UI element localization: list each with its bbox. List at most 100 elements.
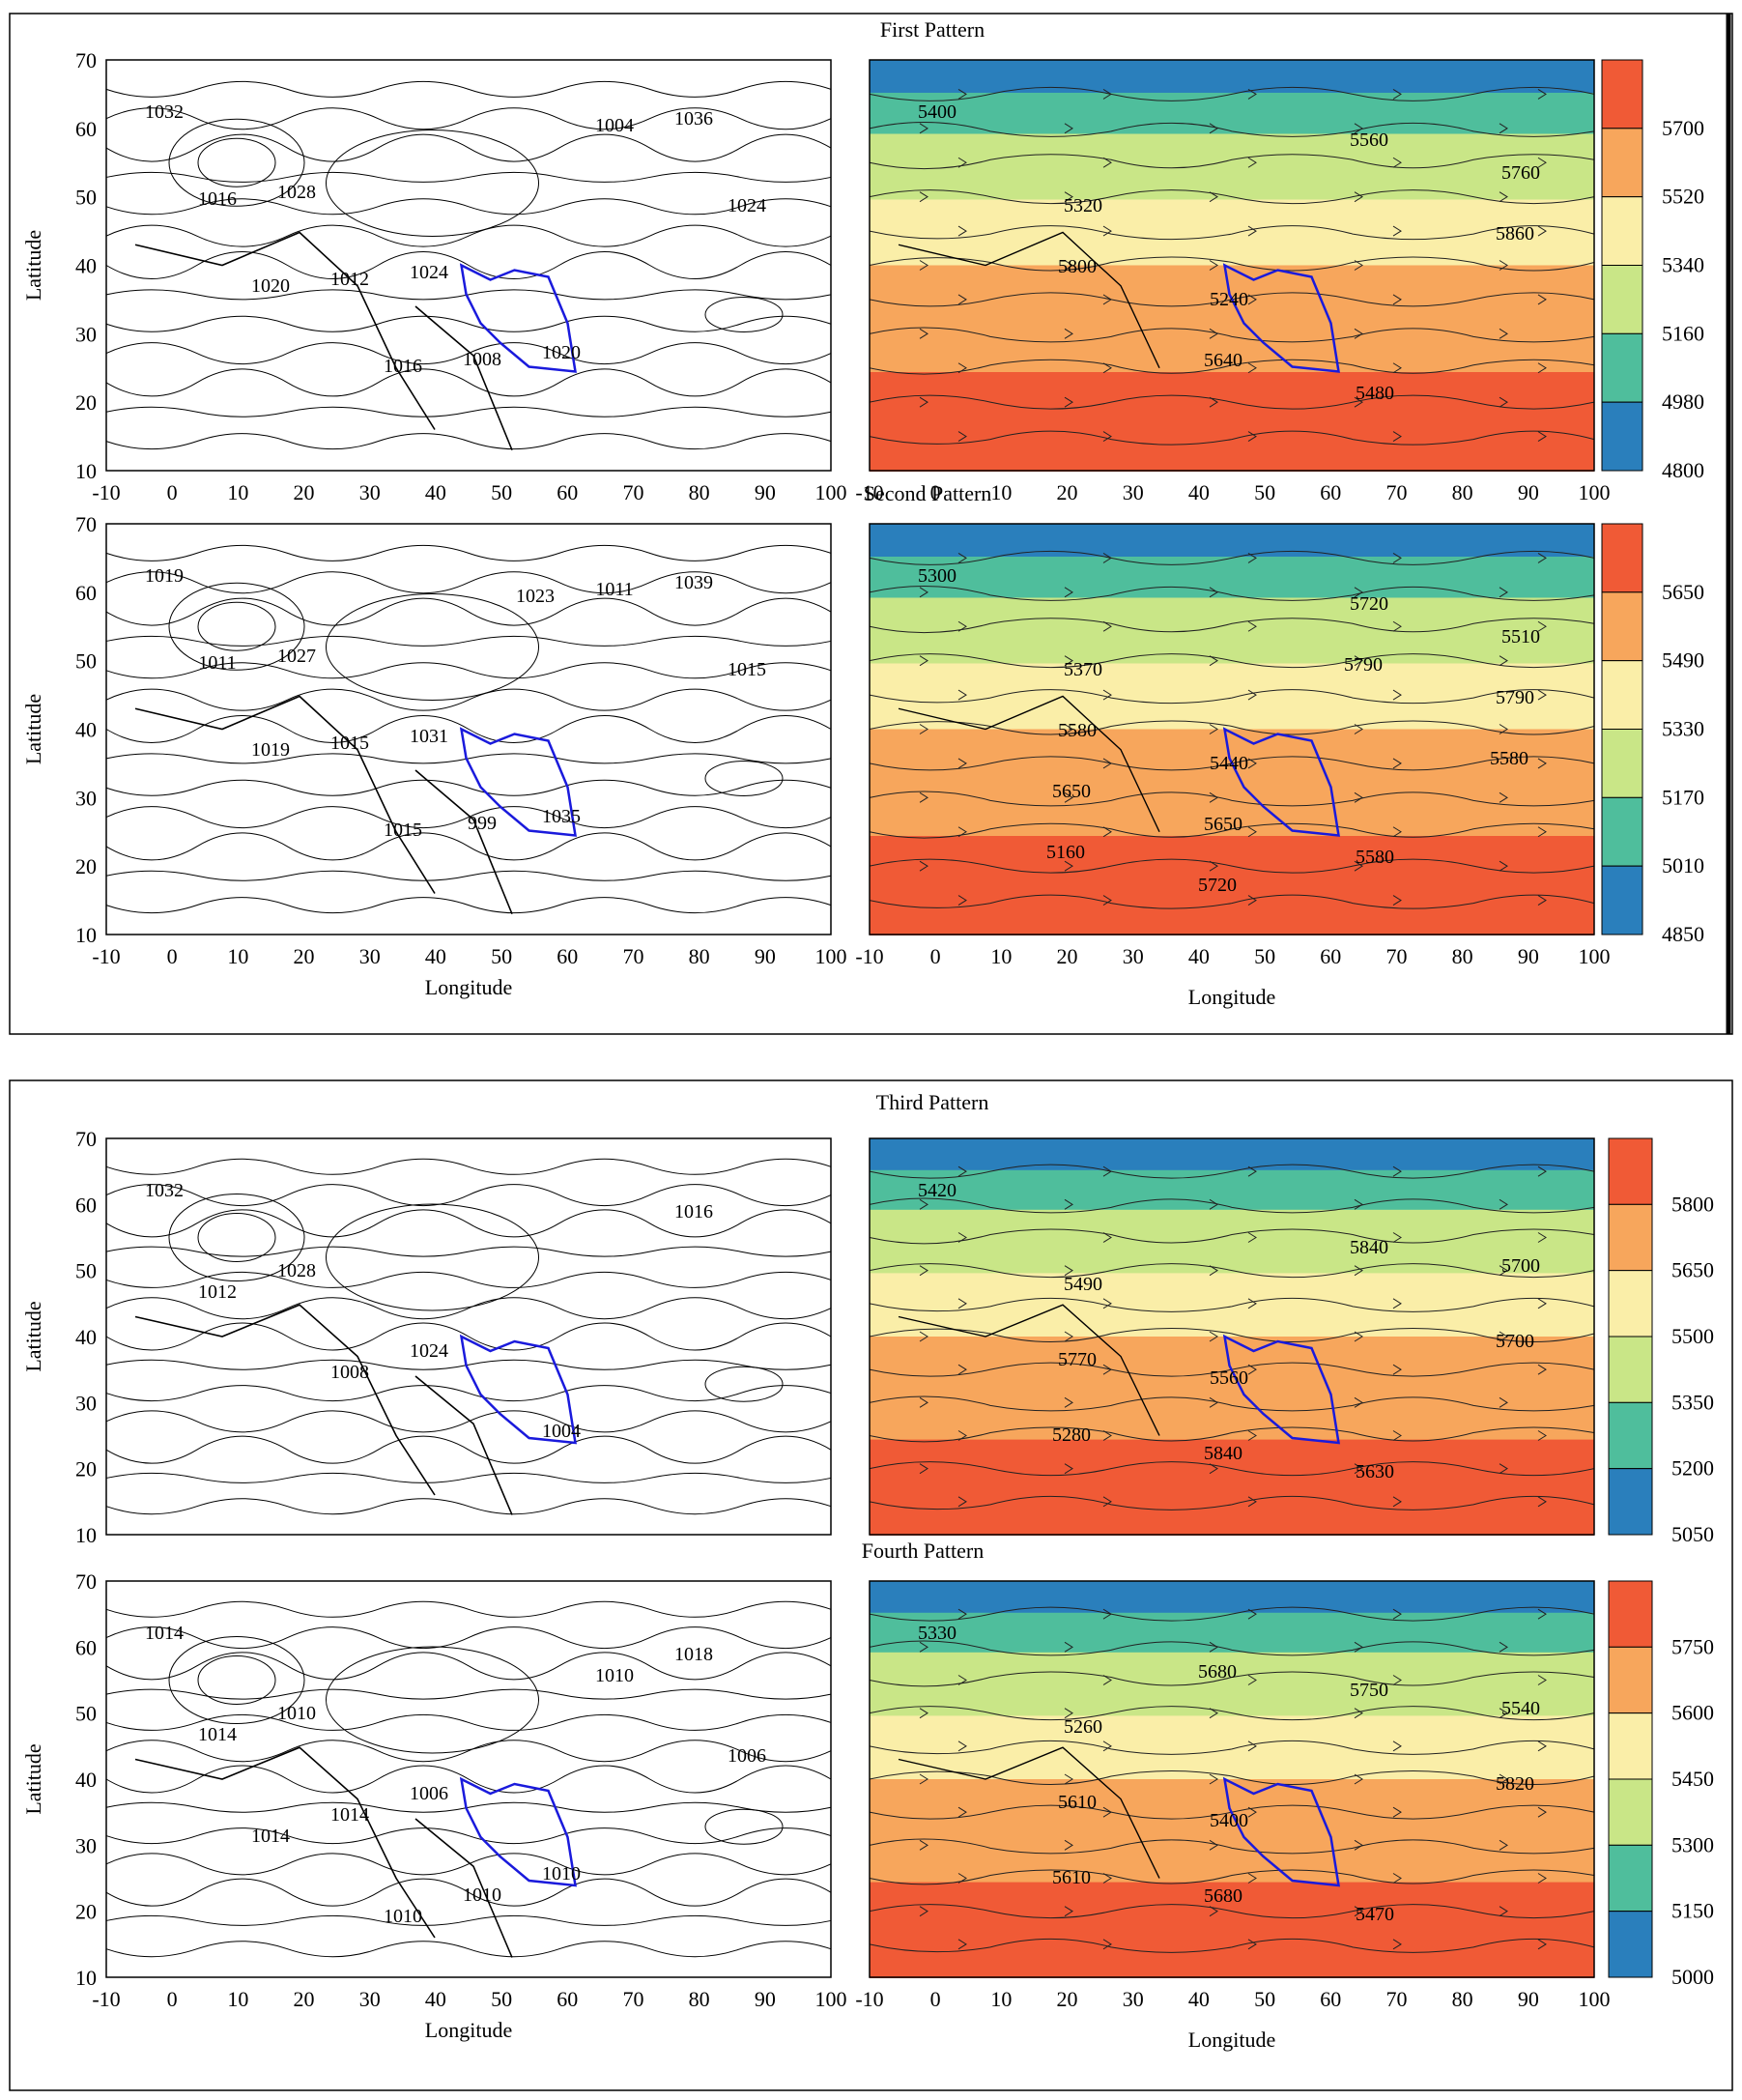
wind-arrow [1102, 1364, 1112, 1375]
wind-arrow [1247, 552, 1257, 563]
height-contour-label: 5770 [1058, 1349, 1097, 1370]
wind-arrow [1102, 88, 1112, 100]
wind-arrow [919, 587, 928, 598]
isobar-label: 1039 [674, 572, 713, 593]
colorbar-swatch [1601, 523, 1643, 593]
wind-arrow [957, 1165, 967, 1177]
lon-tick: 10 [990, 944, 1012, 968]
streamline [869, 1263, 1595, 1279]
wind-arrow [1247, 1806, 1257, 1818]
streamline [869, 1461, 1595, 1477]
lon-tick: 90 [755, 944, 776, 968]
wind-arrow [1247, 826, 1257, 838]
wind-arrow [957, 1232, 967, 1243]
latitude-axis-label: Latitude [21, 230, 45, 301]
wind-arrow [1537, 294, 1547, 305]
isobar-line [105, 1498, 832, 1515]
streamline [869, 1740, 1595, 1755]
wind-arrow [1209, 1773, 1218, 1785]
isobar-line [105, 1385, 832, 1402]
height-contour-label: 5860 [1496, 223, 1534, 245]
isobar-label: 1010 [384, 1906, 422, 1927]
wind-arrow [1354, 791, 1363, 803]
lon-tick: 20 [1057, 1987, 1078, 2011]
isobar-line [105, 1209, 832, 1238]
lat-tick: 10 [75, 1523, 97, 1547]
streamline [869, 1838, 1595, 1855]
lon-tick: 10 [227, 944, 248, 968]
wind-arrow [1499, 1906, 1508, 1917]
pressure-cell [704, 297, 784, 332]
lon-tick: -10 [855, 480, 883, 504]
wind-arrow [1102, 1232, 1112, 1243]
colorbar-tick: 5800 [1671, 1192, 1714, 1216]
coastline [134, 231, 513, 451]
height-contour-label: 5610 [1058, 1792, 1097, 1813]
isobar-label: 1028 [277, 1260, 316, 1281]
lon-tick: 70 [1385, 480, 1407, 504]
height-contour-label: 5440 [1210, 753, 1248, 774]
hgt-axes: -10 0 10 20 30 40 50 60 70 80 90 100 [855, 480, 1610, 504]
wind-arrow [1247, 1165, 1257, 1177]
lon-tick: 40 [425, 944, 446, 968]
wind-arrow [1064, 1708, 1073, 1719]
lat-tick: 30 [75, 1833, 97, 1857]
wind-arrow [1499, 1641, 1508, 1653]
wind-arrow [1102, 895, 1112, 906]
isobar-line [105, 1740, 832, 1763]
colorbar: 5800 5650 5500 5350 5200 5050 [1608, 1137, 1714, 1546]
wind-arrow [1209, 191, 1218, 203]
wind-arrow [1064, 1773, 1073, 1785]
wind-arrow [1537, 826, 1547, 838]
isobar-label: 1031 [410, 726, 448, 747]
height-contour-label: 5370 [1064, 659, 1102, 680]
isobar-line [105, 198, 832, 216]
isobar-label: 1035 [542, 806, 581, 827]
streamline [869, 189, 1595, 205]
lon-tick: 90 [1518, 1987, 1539, 2011]
isobar-line [105, 315, 832, 332]
colorbar-swatch [1601, 796, 1643, 867]
isobar-line [105, 1359, 832, 1370]
latitude-axis-label: Latitude [21, 1301, 45, 1371]
lon-tick: 0 [930, 944, 941, 968]
isobar-label: 1014 [251, 1826, 290, 1847]
streamline [869, 550, 1595, 565]
wind-arrow [919, 123, 928, 134]
lon-tick: 20 [294, 1987, 315, 2011]
wind-arrow [1537, 157, 1547, 168]
isobar-line [105, 753, 832, 764]
lon-tick: 100 [1579, 1987, 1611, 2011]
lon-tick: -10 [855, 1987, 883, 2011]
wind-arrow [1102, 157, 1112, 168]
lat-tick: 70 [75, 1127, 97, 1151]
lat-tick: 20 [75, 1457, 97, 1482]
lon-tick: 100 [815, 944, 847, 968]
isobar-line [105, 289, 832, 301]
lat-tick: 50 [75, 1702, 97, 1726]
wind-arrow [957, 225, 967, 237]
colorbar-tick: 5650 [1671, 1258, 1714, 1282]
height-contour-label: 5400 [1210, 1810, 1248, 1831]
lon-tick: 0 [930, 1987, 941, 2011]
wind-arrow [1354, 1906, 1363, 1917]
wind-arrow [919, 1331, 928, 1342]
height-contour-label: 5240 [1210, 289, 1248, 310]
wind-arrow [1064, 260, 1073, 271]
wind-arrow [957, 758, 967, 769]
lon-tick: 0 [167, 480, 178, 504]
lat-tick: 40 [75, 1325, 97, 1349]
wind-arrow [1392, 1165, 1402, 1177]
colorbar-tick: 5150 [1671, 1899, 1714, 1923]
wind-arrow [957, 1298, 967, 1309]
height-contour-label: 5630 [1356, 1461, 1394, 1482]
lon-tick: 90 [755, 1987, 776, 2011]
colorbar: 5750 5600 5450 5300 5150 5000 [1608, 1580, 1714, 1989]
wind-arrow [957, 1496, 967, 1508]
wind-arrow [1064, 1331, 1073, 1342]
lon-tick: 50 [491, 944, 512, 968]
wind-arrow [1102, 1165, 1112, 1177]
wind-arrow [1537, 1939, 1547, 1950]
lon-tick: 90 [1518, 480, 1539, 504]
